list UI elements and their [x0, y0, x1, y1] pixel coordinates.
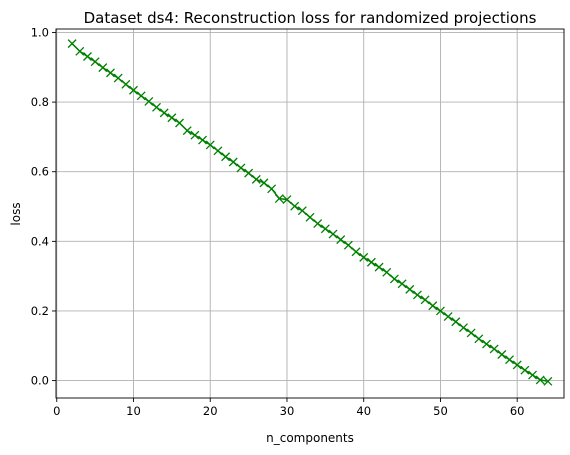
data-point-marker	[374, 262, 384, 272]
data-point-marker	[259, 178, 269, 188]
grid	[56, 29, 564, 398]
y-tick-label: 0.4	[31, 234, 49, 248]
data-point-marker	[412, 290, 422, 300]
data-point-marker	[83, 52, 92, 61]
data-point-marker	[313, 219, 323, 229]
data-point-marker	[198, 135, 208, 145]
data-point-marker	[121, 79, 131, 89]
data-point-marker	[435, 306, 445, 316]
data-point-marker	[205, 140, 215, 150]
data-point-marker	[282, 195, 292, 205]
data-point-marker	[382, 267, 392, 277]
data-point-marker	[543, 376, 553, 386]
data-point-marker	[459, 323, 468, 333]
data-point-marker	[320, 224, 330, 234]
data-point-marker	[190, 130, 200, 140]
data-point-marker	[512, 360, 522, 370]
data-point-marker	[144, 96, 154, 106]
y-tick-label: 0.0	[31, 374, 49, 388]
data-point-marker	[535, 375, 545, 385]
data-point-marker	[159, 108, 169, 118]
data-point-marker	[167, 113, 177, 123]
data-point-marker	[343, 240, 353, 250]
data-point-marker	[90, 57, 100, 67]
data-point-marker	[290, 201, 300, 211]
data-point-marker	[336, 235, 346, 245]
data-point-marker	[228, 157, 238, 167]
data-point-marker	[482, 339, 491, 349]
data-point-marker	[113, 73, 123, 83]
data-point-marker	[152, 102, 161, 112]
data-point-marker	[497, 350, 507, 359]
data-point-marker	[528, 370, 537, 380]
data-point-marker	[428, 301, 438, 311]
data-point-marker	[474, 334, 484, 344]
data-point-marker	[267, 184, 277, 194]
data-point-marker	[366, 257, 376, 267]
data-point-marker	[328, 229, 338, 239]
data-point-marker	[359, 252, 369, 262]
x-axis-label: n_components	[266, 431, 354, 445]
data-point-marker	[67, 39, 77, 49]
data-point-marker	[397, 279, 407, 289]
data-point-marker	[520, 365, 530, 375]
y-axis-ticks: 0.0 0.2 0.4 0.6 0.8 1.0	[31, 25, 56, 388]
x-tick-label: 20	[203, 404, 218, 418]
data-point-marker	[505, 355, 514, 365]
data-point-marker	[443, 312, 453, 322]
x-tick-label: 50	[433, 404, 448, 418]
data-point-marker	[236, 163, 246, 173]
data-point-marker	[420, 295, 430, 305]
data-point-marker	[274, 194, 284, 203]
x-tick-label: 60	[510, 404, 525, 418]
data-point-marker	[175, 118, 185, 128]
data-point-marker	[244, 168, 254, 178]
y-tick-label: 0.6	[31, 165, 49, 179]
y-tick-label: 0.2	[31, 304, 49, 318]
data-point-marker	[405, 284, 415, 294]
data-point-marker	[389, 274, 399, 284]
x-tick-label: 30	[280, 404, 295, 418]
data-point-marker	[351, 247, 361, 257]
data-point-marker	[213, 146, 223, 156]
data-point-marker	[136, 91, 146, 101]
plot-frame	[55, 28, 565, 399]
data-point-marker	[98, 63, 108, 73]
y-tick-label: 1.0	[31, 25, 49, 39]
x-tick-label: 40	[356, 404, 371, 418]
data-point-marker	[182, 126, 192, 136]
data-point-marker	[305, 212, 315, 222]
data-point-marker	[451, 317, 461, 327]
data-point-marker	[221, 152, 231, 162]
data-point-marker	[251, 174, 261, 184]
x-tick-label: 0	[53, 404, 60, 418]
data-point-marker	[489, 344, 499, 354]
y-tick-label: 0.8	[31, 95, 49, 109]
data-point-marker	[297, 206, 307, 216]
x-axis-ticks: 0 10 20 30 40 50 60	[53, 398, 525, 418]
x-tick-label: 10	[126, 404, 141, 418]
data-point-marker	[106, 68, 115, 78]
y-axis-label: loss	[9, 202, 23, 225]
data-point-marker	[129, 85, 138, 95]
chart-title: Dataset ds4: Reconstruction loss for ran…	[84, 9, 537, 27]
data-point-marker	[75, 46, 85, 56]
data-point-marker	[466, 328, 476, 338]
series-layer	[67, 39, 553, 386]
